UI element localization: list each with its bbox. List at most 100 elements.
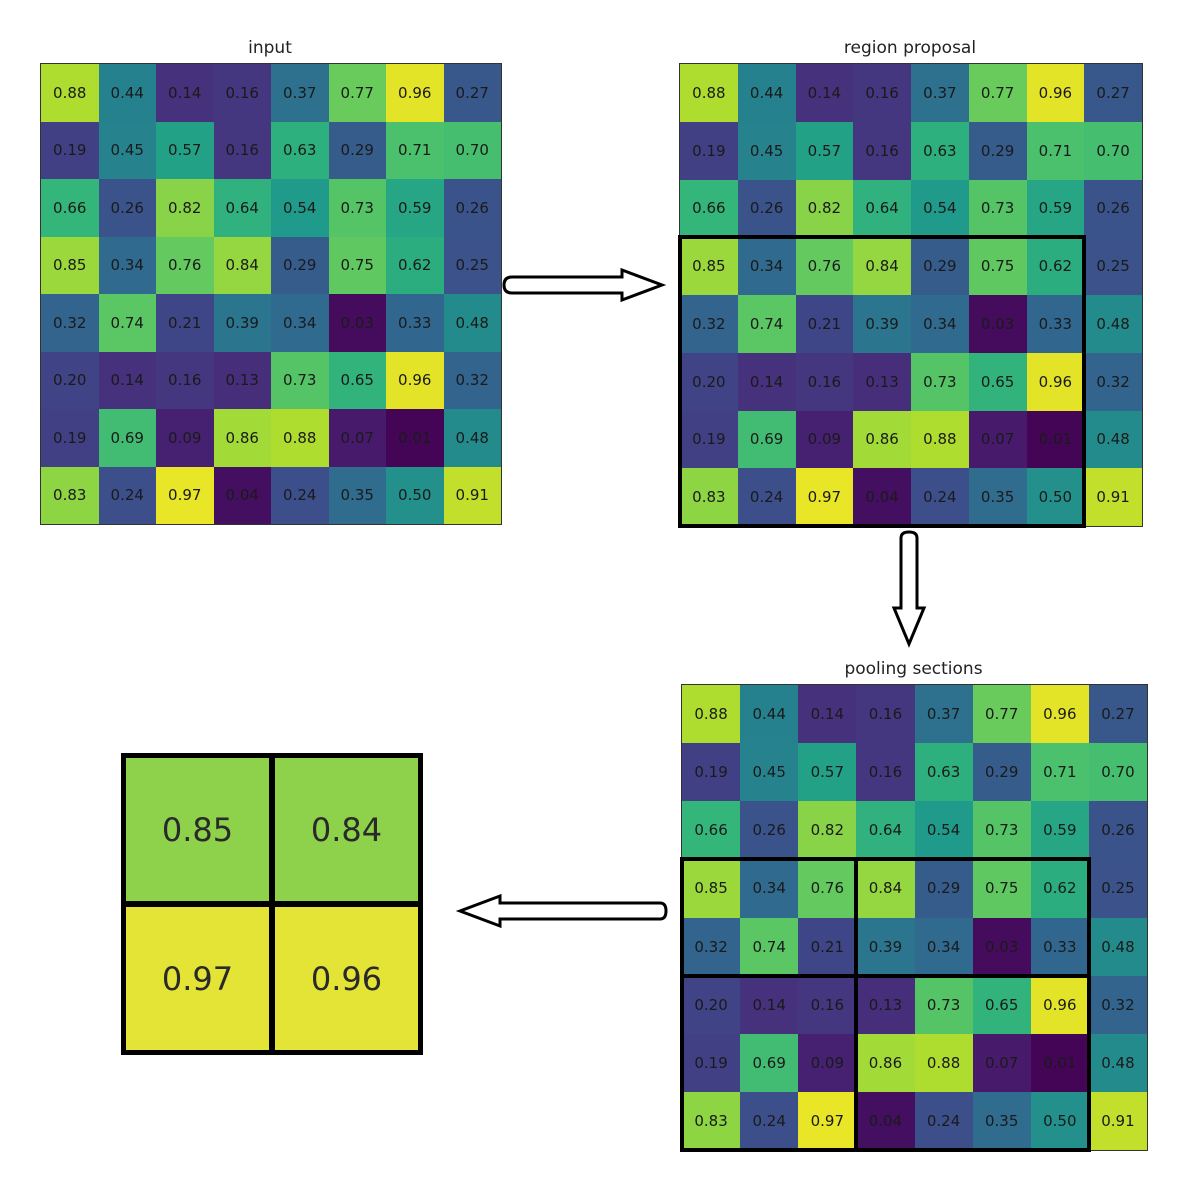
region-cell: 0.33 (1026, 295, 1085, 353)
sections-cell: 0.26 (1088, 801, 1147, 860)
region-cell: 0.64 (853, 179, 911, 238)
sections-cell: 0.29 (914, 859, 973, 918)
sections-cell: 0.62 (1030, 859, 1089, 918)
region-cell: 0.01 (1026, 410, 1085, 469)
input-cell: 0.32 (41, 294, 99, 352)
input-cell: 0.13 (213, 351, 271, 409)
input-cell: 0.54 (271, 179, 329, 237)
region-proposal-grid: 0.88 0.44 0.14 0.16 0.37 0.77 0.96 0.27 0.19 0.45… (678, 63, 1143, 528)
region-cell: 0.16 (853, 121, 911, 180)
region-cell: 0.26 (737, 179, 796, 238)
sections-cell: 0.16 (856, 743, 915, 802)
pooled-output-cell: 0.97 (121, 904, 272, 1055)
input-cell: 0.24 (98, 466, 156, 524)
region-cell: 0.24 (737, 468, 796, 526)
region-cell: 0.73 (968, 179, 1027, 238)
input-title: input (248, 38, 292, 58)
sections-cell: 0.77 (972, 685, 1031, 744)
sections-cell: 0.07 (972, 1033, 1031, 1092)
region-cell: 0.84 (853, 237, 911, 295)
sections-cell: 0.63 (914, 743, 973, 802)
sections-cell: 0.09 (798, 1033, 857, 1092)
input-cell: 0.77 (328, 64, 386, 122)
input-cell: 0.64 (213, 179, 271, 237)
input-cell: 0.84 (213, 236, 271, 294)
sections-cell: 0.57 (798, 743, 857, 802)
input-cell: 0.71 (386, 121, 444, 179)
input-cell: 0.44 (98, 64, 156, 122)
pooling-section-box (854, 857, 1091, 978)
input-cell: 0.59 (386, 179, 444, 237)
input-cell: 0.82 (156, 179, 214, 237)
input-cell: 0.39 (213, 294, 271, 352)
sections-cell: 0.04 (856, 1091, 915, 1150)
region-cell: 0.14 (795, 64, 854, 122)
input-cell: 0.75 (328, 236, 386, 294)
input-cell: 0.09 (156, 409, 214, 467)
region-cell: 0.19 (680, 410, 738, 469)
region-cell: 0.13 (853, 352, 911, 411)
sections-cell: 0.24 (914, 1091, 973, 1150)
region-cell: 0.29 (968, 121, 1027, 180)
input-cell: 0.04 (213, 466, 271, 524)
region-cell: 0.54 (911, 179, 969, 238)
pooled-output-grid: 0.85 0.84 0.97 0.96 (121, 753, 423, 1055)
pooled-output-cell: 0.84 (272, 753, 423, 904)
input-cell: 0.29 (271, 236, 329, 294)
input-cell: 0.91 (443, 466, 501, 524)
input-cell: 0.70 (443, 121, 501, 179)
sections-cell: 0.76 (798, 859, 857, 918)
region-cell: 0.04 (853, 468, 911, 526)
region-cell: 0.45 (737, 121, 796, 180)
input-cell: 0.34 (98, 236, 156, 294)
region-cell: 0.96 (1026, 64, 1085, 122)
region-cell: 0.44 (737, 64, 796, 122)
sections-cell: 0.86 (856, 1033, 915, 1092)
region-cell: 0.32 (680, 295, 738, 353)
input-cell: 0.20 (41, 351, 99, 409)
region-cell: 0.96 (1026, 352, 1085, 411)
pooling-section-box (680, 973, 859, 1152)
sections-cell: 0.71 (1030, 743, 1089, 802)
sections-cell: 0.16 (798, 975, 857, 1034)
input-cell: 0.65 (328, 351, 386, 409)
input-grid: 0.88 0.44 0.14 0.16 0.37 0.77 0.96 0.27 0.19 0.45… (40, 63, 502, 525)
input-cell: 0.88 (41, 64, 99, 122)
input-cell: 0.48 (443, 409, 501, 467)
input-cell: 0.63 (271, 121, 329, 179)
region-cell: 0.59 (1026, 179, 1085, 238)
input-cell: 0.29 (328, 121, 386, 179)
region-cell: 0.37 (911, 64, 969, 122)
region-cell: 0.71 (1026, 121, 1085, 180)
pooled-output-cell: 0.96 (272, 904, 423, 1055)
region-cell: 0.39 (853, 295, 911, 353)
region-cell: 0.25 (1084, 237, 1142, 295)
input-cell: 0.48 (443, 294, 501, 352)
sections-cell: 0.14 (798, 685, 857, 744)
region-cell: 0.63 (911, 121, 969, 180)
input-cell: 0.32 (443, 351, 501, 409)
region-cell: 0.27 (1084, 64, 1142, 122)
sections-cell: 0.26 (740, 801, 799, 860)
sections-cell: 0.73 (914, 975, 973, 1034)
sections-cell: 0.16 (856, 685, 915, 744)
sections-cell: 0.74 (740, 917, 799, 976)
region-cell: 0.16 (853, 64, 911, 122)
sections-cell: 0.48 (1088, 917, 1147, 976)
region-cell: 0.19 (680, 121, 738, 180)
region-cell: 0.32 (1084, 352, 1142, 411)
input-cell: 0.14 (156, 64, 214, 122)
sections-cell: 0.66 (682, 801, 741, 860)
input-cell: 0.34 (271, 294, 329, 352)
region-cell: 0.29 (911, 237, 969, 295)
sections-cell: 0.88 (914, 1033, 973, 1092)
region-cell: 0.09 (795, 410, 854, 469)
input-cell: 0.19 (41, 121, 99, 179)
input-cell: 0.16 (213, 64, 271, 122)
sections-cell: 0.97 (798, 1091, 857, 1150)
left-arrow-icon (455, 893, 668, 929)
input-cell: 0.86 (213, 409, 271, 467)
sections-cell: 0.54 (914, 801, 973, 860)
sections-cell: 0.48 (1088, 1033, 1147, 1092)
input-cell: 0.16 (213, 121, 271, 179)
